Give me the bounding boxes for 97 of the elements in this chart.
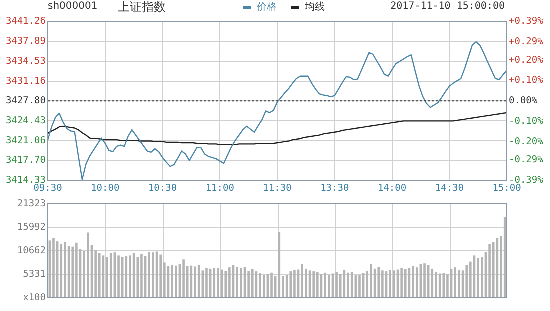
y2-tick-label: +0.10% (509, 75, 544, 86)
y-tick-label: 3417.70 (6, 155, 46, 166)
y-tick-label: 5331 (23, 268, 46, 280)
bar (312, 272, 315, 298)
bar (347, 272, 350, 298)
bar (328, 275, 330, 298)
chart-title: 上证指数 (118, 0, 166, 14)
bar (171, 264, 174, 298)
bar (339, 274, 342, 298)
bar (400, 268, 403, 298)
bar (98, 253, 101, 298)
x-tick-label: 10:30 (148, 182, 178, 194)
bar (466, 265, 468, 298)
bar (424, 264, 426, 298)
legend-label: 均线 (305, 0, 325, 14)
bar (270, 272, 273, 298)
bar (382, 270, 384, 298)
bar (110, 253, 112, 298)
y2-tick-label: +0.39% (509, 16, 544, 28)
bar (213, 268, 216, 298)
y-tick-label: x100 (23, 292, 46, 304)
bar (52, 238, 55, 298)
bar (194, 266, 196, 298)
y-tick-label: 15992 (17, 222, 46, 233)
bar (336, 272, 338, 298)
y-tick-label: 3434.53 (6, 56, 46, 67)
y-tick-label: 3421.06 (6, 135, 46, 146)
bar (393, 270, 396, 298)
x-tick-label: 14:00 (378, 182, 407, 194)
bar (140, 254, 143, 298)
legend-label: 价格 (257, 0, 277, 14)
x-tick-label: 15:00 (492, 182, 522, 194)
bar (129, 256, 132, 298)
bar (160, 254, 162, 298)
y-tick-label: 3424.43 (6, 115, 46, 126)
bar (404, 269, 407, 298)
bar (118, 256, 120, 298)
y2-tick-label: 0.00% (509, 96, 538, 107)
y2-tick-label: +0.29% (509, 36, 544, 48)
bar (454, 268, 457, 298)
bar (389, 270, 392, 298)
bar (228, 268, 231, 298)
bar (442, 273, 446, 298)
bar (492, 242, 495, 298)
bar (224, 271, 228, 298)
bar (358, 275, 361, 298)
text: 2017-11-10 15:00:00 (390, 0, 505, 14)
bar (106, 257, 108, 298)
bar (290, 272, 292, 298)
bar (435, 272, 438, 298)
bar (316, 272, 319, 298)
bar (217, 268, 220, 298)
y2-tick-label: -0.29% (509, 154, 544, 166)
bar (148, 252, 151, 298)
bar (174, 266, 178, 298)
bar (76, 242, 78, 298)
y-tick-label: 3441.26 (6, 16, 46, 28)
bar (305, 268, 308, 298)
y2-tick-label: -0.10% (509, 116, 544, 127)
bar (236, 267, 238, 298)
bar (60, 244, 63, 298)
bar (324, 272, 326, 298)
x-tick-label: 13:30 (320, 182, 350, 194)
bar (378, 267, 380, 298)
x-tick-label: 14:30 (435, 182, 464, 194)
bar (152, 252, 154, 298)
bar (64, 242, 66, 298)
bar (412, 266, 414, 298)
bar (488, 244, 491, 298)
text: sh000001 (48, 0, 98, 14)
y-tick-label: 10662 (17, 245, 46, 256)
bar (87, 232, 90, 298)
x-tick-label: 11:30 (263, 182, 292, 194)
bar (251, 269, 254, 298)
y2-tick-label: +0.20% (509, 54, 544, 66)
y-tick-label: 3431.16 (6, 76, 46, 87)
x-tick-label: 10:00 (91, 182, 120, 194)
bar (477, 258, 480, 298)
bar (370, 264, 372, 298)
bar (458, 270, 460, 298)
y-tick-label: 21323 (17, 198, 46, 210)
bar (416, 268, 418, 298)
bar (206, 268, 208, 298)
bar (294, 270, 296, 298)
bar (262, 276, 266, 298)
y-tick-label: 3427.80 (6, 96, 46, 107)
bar (72, 246, 74, 298)
bar (301, 264, 304, 298)
bar (248, 271, 250, 298)
y2-tick-label: -0.20% (509, 136, 544, 148)
bar (136, 257, 140, 298)
bar (182, 260, 185, 298)
y-tick-label: 3437.89 (6, 36, 46, 48)
bar (240, 268, 242, 298)
bar (259, 273, 262, 298)
x-tick-label: 09:30 (34, 182, 63, 194)
x-tick-label: 11:00 (206, 182, 235, 194)
